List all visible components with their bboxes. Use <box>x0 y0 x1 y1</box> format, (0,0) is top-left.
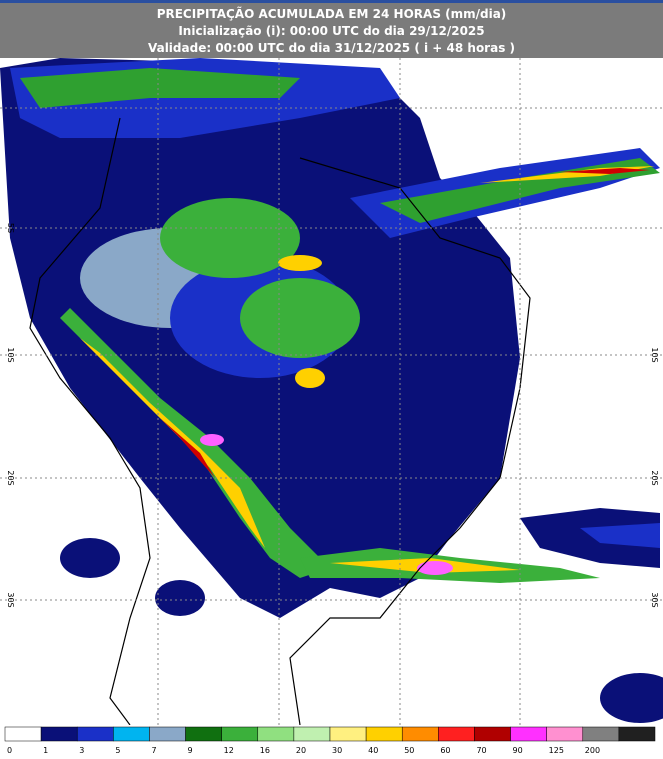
colorbar-label: 0 <box>7 746 12 755</box>
colorbar-box <box>546 726 584 742</box>
colorbar-box <box>76 726 114 742</box>
colorbar-label: 70 <box>476 746 486 755</box>
lat-label-right: 10S <box>650 347 659 362</box>
colorbar-box <box>401 726 439 742</box>
colorbar: 0 1 3 5 7 9 12 16 20 30 40 50 60 70 90 125 200 <box>4 726 656 755</box>
colorbar-label: 16 <box>260 746 270 755</box>
grid <box>0 58 663 725</box>
colorbar-box <box>438 726 475 742</box>
colorbar-box <box>185 726 222 742</box>
lat-label-left: 30S <box>6 592 15 607</box>
colorbar-box <box>510 726 547 742</box>
colorbar-label: 200 <box>585 746 600 755</box>
colorbar-box <box>474 726 511 742</box>
lat-label-left: 5S <box>6 223 15 233</box>
colorbar-box <box>618 726 656 742</box>
init-line: Inicialização (i): 00:00 UTC do dia 29/1… <box>178 24 485 38</box>
valid-line: Validade: 00:00 UTC do dia 31/12/2025 ( … <box>147 41 516 55</box>
colorbar-box <box>582 726 620 742</box>
colorbar-label: 1 <box>43 746 48 755</box>
title: PRECIPITAÇÃO ACUMULADA EM 24 HORAS (mm/d… <box>156 7 507 21</box>
colorbar-label: 20 <box>296 746 306 755</box>
colorbar-label: 3 <box>79 746 84 755</box>
colorbar-box <box>149 726 186 742</box>
colorbar-box <box>257 726 295 742</box>
lat-label-right: 20S <box>650 470 659 485</box>
colorbar-box <box>221 726 259 742</box>
colorbar-label: 7 <box>151 746 156 755</box>
title-bar: PRECIPITAÇÃO ACUMULADA EM 24 HORAS (mm/d… <box>0 0 663 58</box>
colorbar-label: 125 <box>549 746 564 755</box>
colorbar-label: 5 <box>115 746 120 755</box>
colorbar-label: 50 <box>404 746 414 755</box>
colorbar-box <box>40 726 78 742</box>
lat-label-left: 10S <box>6 347 15 362</box>
colorbar-box <box>365 726 403 742</box>
lat-label-left: 20S <box>6 470 15 485</box>
colorbar-box <box>329 726 367 742</box>
lat-label-right: 30S <box>650 592 659 607</box>
colorbar-label: 9 <box>188 746 193 755</box>
colorbar-box <box>4 726 42 742</box>
colorbar-box <box>293 726 331 742</box>
colorbar-box <box>113 726 150 742</box>
colorbar-label: 90 <box>513 746 523 755</box>
colorbar-label: 60 <box>440 746 450 755</box>
colorbar-label: 12 <box>224 746 234 755</box>
colorbar-label: 30 <box>332 746 342 755</box>
colorbar-label: 40 <box>368 746 378 755</box>
map: 5S 10S 20S 30S 10S 20S 30S <box>0 58 663 725</box>
